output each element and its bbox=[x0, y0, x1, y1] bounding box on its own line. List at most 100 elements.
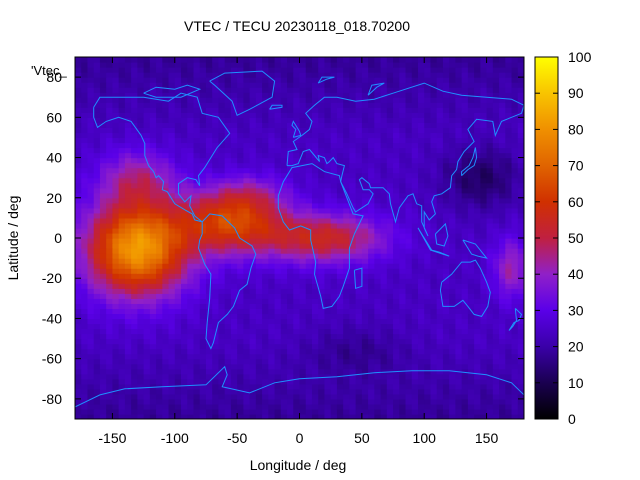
heat-cell bbox=[380, 197, 388, 204]
heat-cell bbox=[187, 363, 195, 370]
heat-cell bbox=[374, 248, 382, 254]
heat-cell bbox=[455, 122, 463, 128]
heat-cell bbox=[349, 353, 357, 360]
heat-cell bbox=[480, 217, 488, 224]
heat-cell bbox=[268, 243, 276, 249]
heat-cell bbox=[75, 263, 82, 269]
heat-cell bbox=[349, 87, 357, 93]
heat-cell bbox=[361, 172, 369, 179]
heat-cell bbox=[268, 298, 276, 304]
heat-cell bbox=[112, 147, 120, 154]
heat-cell bbox=[143, 363, 151, 370]
heat-cell bbox=[305, 393, 313, 400]
heat-cell bbox=[411, 383, 419, 390]
heat-cell bbox=[324, 253, 332, 259]
heat-cell bbox=[499, 97, 506, 103]
heat-cell bbox=[349, 82, 357, 88]
heat-cell bbox=[274, 207, 282, 214]
heat-cell bbox=[99, 348, 107, 355]
heat-cell bbox=[131, 243, 138, 249]
heat-cell bbox=[137, 137, 145, 144]
heat-cell bbox=[505, 112, 513, 118]
heat-cell bbox=[417, 157, 425, 164]
heat-cell bbox=[399, 122, 407, 128]
heat-cell bbox=[118, 293, 126, 299]
heat-cell bbox=[299, 393, 307, 400]
heat-cell bbox=[305, 318, 313, 325]
heat-cell bbox=[87, 147, 95, 154]
heat-cell bbox=[143, 328, 151, 335]
heat-cell bbox=[430, 132, 438, 139]
heat-cell bbox=[99, 82, 107, 88]
heat-cell bbox=[449, 328, 457, 335]
heat-cell bbox=[237, 333, 244, 340]
heat-cell bbox=[430, 147, 438, 154]
heat-cell bbox=[230, 338, 238, 345]
heat-cell bbox=[287, 413, 294, 419]
heat-cell bbox=[499, 363, 506, 370]
heat-cell bbox=[168, 243, 176, 249]
heat-cell bbox=[511, 82, 519, 88]
heat-cell bbox=[262, 227, 269, 234]
heat-cell bbox=[181, 227, 188, 234]
heat-cell bbox=[243, 87, 251, 93]
heat-cell bbox=[230, 82, 238, 88]
heat-cell bbox=[249, 167, 257, 174]
heat-cell bbox=[156, 167, 163, 174]
heat-cell bbox=[349, 147, 357, 154]
heat-cell bbox=[81, 142, 89, 149]
heat-cell bbox=[255, 373, 263, 380]
heat-cell bbox=[237, 127, 244, 134]
heat-cell bbox=[442, 142, 450, 149]
heat-cell bbox=[505, 293, 513, 299]
heat-cell bbox=[280, 197, 288, 204]
heat-cell bbox=[168, 378, 176, 385]
heat-cell bbox=[106, 77, 114, 83]
heat-cell bbox=[505, 258, 513, 264]
heat-cell bbox=[218, 318, 226, 325]
heat-cell bbox=[118, 348, 126, 355]
heat-cell bbox=[474, 97, 481, 103]
heat-cell bbox=[230, 243, 238, 249]
heat-cell bbox=[99, 97, 107, 103]
heat-cell bbox=[343, 232, 350, 239]
heat-cell bbox=[218, 323, 226, 330]
heat-cell bbox=[442, 318, 450, 325]
heat-cell bbox=[474, 273, 481, 279]
heat-cell bbox=[168, 102, 176, 108]
heat-cell bbox=[255, 368, 263, 375]
heat-cell bbox=[212, 112, 220, 118]
heat-cell bbox=[355, 353, 363, 360]
heat-cell bbox=[455, 353, 463, 360]
heat-cell bbox=[149, 403, 157, 410]
heat-cell bbox=[405, 97, 413, 103]
heat-cell bbox=[162, 368, 170, 375]
heat-cell bbox=[124, 398, 132, 405]
heat-cell bbox=[87, 373, 95, 380]
heat-cell bbox=[87, 313, 95, 320]
heat-cell bbox=[174, 298, 182, 304]
heat-cell bbox=[449, 72, 457, 78]
heat-cell bbox=[405, 283, 413, 289]
heat-cell bbox=[280, 238, 288, 244]
heat-cell bbox=[511, 142, 519, 149]
heat-cell bbox=[205, 398, 213, 405]
heat-cell bbox=[187, 157, 195, 164]
heat-cell bbox=[330, 202, 338, 209]
heat-cell bbox=[187, 328, 195, 335]
heat-cell bbox=[318, 227, 326, 234]
heat-cell bbox=[336, 152, 344, 159]
heat-cell bbox=[224, 157, 232, 164]
heat-cell bbox=[193, 283, 201, 289]
heat-cell bbox=[330, 338, 338, 345]
heat-cell bbox=[486, 368, 494, 375]
heat-cell bbox=[299, 398, 307, 405]
heat-cell bbox=[486, 232, 494, 239]
heat-cell bbox=[181, 87, 188, 93]
heat-cell bbox=[243, 157, 251, 164]
heat-cell bbox=[424, 147, 432, 154]
heat-cell bbox=[218, 413, 226, 419]
heat-cell bbox=[386, 187, 394, 194]
heat-cell bbox=[511, 303, 519, 309]
heat-cell bbox=[293, 112, 301, 118]
